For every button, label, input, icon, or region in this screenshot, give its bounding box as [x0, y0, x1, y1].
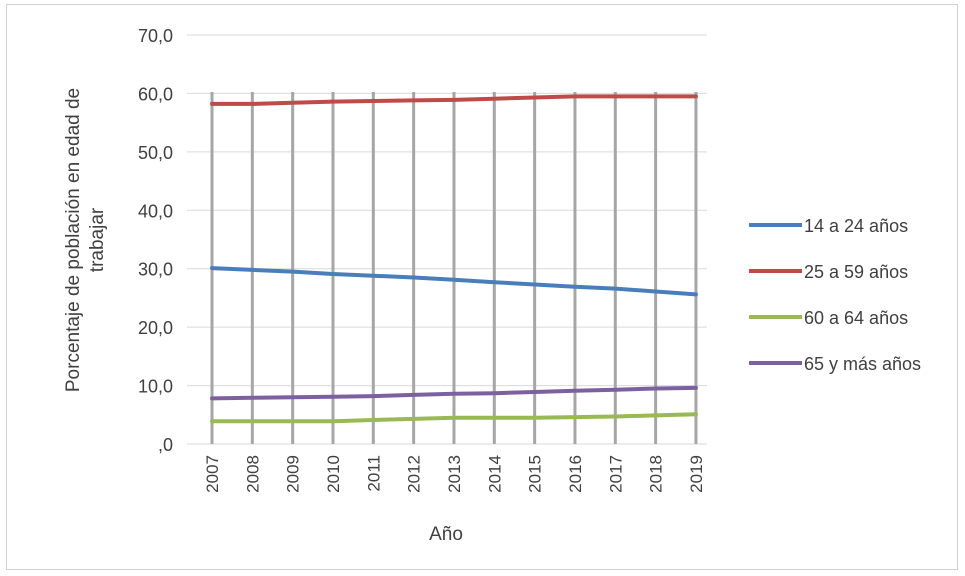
- x-tick-label: 2016: [566, 455, 585, 493]
- y-tick-label: 60,0: [138, 84, 173, 104]
- y-tick-label: 10,0: [138, 377, 173, 397]
- horizontal-gridlines: [187, 34, 707, 445]
- y-tick-label: ,0: [158, 435, 173, 455]
- legend-label: 25 a 59 años: [804, 262, 908, 282]
- series-line: [210, 94, 698, 106]
- legend-label: 65 y más años: [804, 354, 921, 374]
- y-tick-label: 70,0: [138, 26, 173, 46]
- y-tick-label: 50,0: [138, 143, 173, 163]
- series-line: [210, 266, 698, 297]
- legend: 14 a 24 años 25 a 59 años 60 a 64 años 65 y…: [749, 216, 921, 374]
- vertical-gridlines: [210, 92, 698, 444]
- x-axis-ticks: 2007 2008 2009 2010 2011 2012 2013 2014 2015 2016…: [203, 455, 706, 493]
- legend-label: 14 a 24 años: [804, 216, 908, 236]
- x-tick-label: 2013: [445, 455, 464, 493]
- chart-frame: ,0 10,0 20,0 30,0 40,0 50,0 60,0 70,0 2007 2008 2…: [6, 4, 958, 570]
- x-tick-label: 2008: [243, 455, 262, 493]
- x-tick-label: 2007: [203, 455, 222, 493]
- series-lines: [210, 94, 698, 424]
- x-tick-label: 2009: [284, 455, 303, 493]
- y-tick-label: 40,0: [138, 201, 173, 221]
- x-tick-label: 2018: [647, 455, 666, 493]
- y-axis-ticks: ,0 10,0 20,0 30,0 40,0 50,0 60,0 70,0: [138, 26, 173, 455]
- x-tick-label: 2015: [526, 455, 545, 493]
- x-tick-label: 2019: [687, 455, 706, 493]
- x-tick-label: 2017: [606, 455, 625, 493]
- x-axis-label: Año: [429, 524, 463, 545]
- series-line: [210, 412, 698, 424]
- y-axis-label: Porcentaje de población en edad de trabaj…: [63, 88, 108, 392]
- series-line: [210, 385, 698, 401]
- legend-label: 60 a 64 años: [804, 308, 908, 328]
- x-tick-label: 2012: [405, 455, 424, 493]
- x-tick-label: 2014: [485, 455, 504, 493]
- line-chart: ,010,020,030,040,050,060,070,0 2007 2008 2…: [63, 26, 921, 545]
- x-tick-label: 2011: [364, 455, 383, 492]
- y-tick-label: 30,0: [138, 260, 173, 280]
- x-tick-label: 2010: [324, 455, 343, 493]
- y-tick-label: 20,0: [138, 318, 173, 338]
